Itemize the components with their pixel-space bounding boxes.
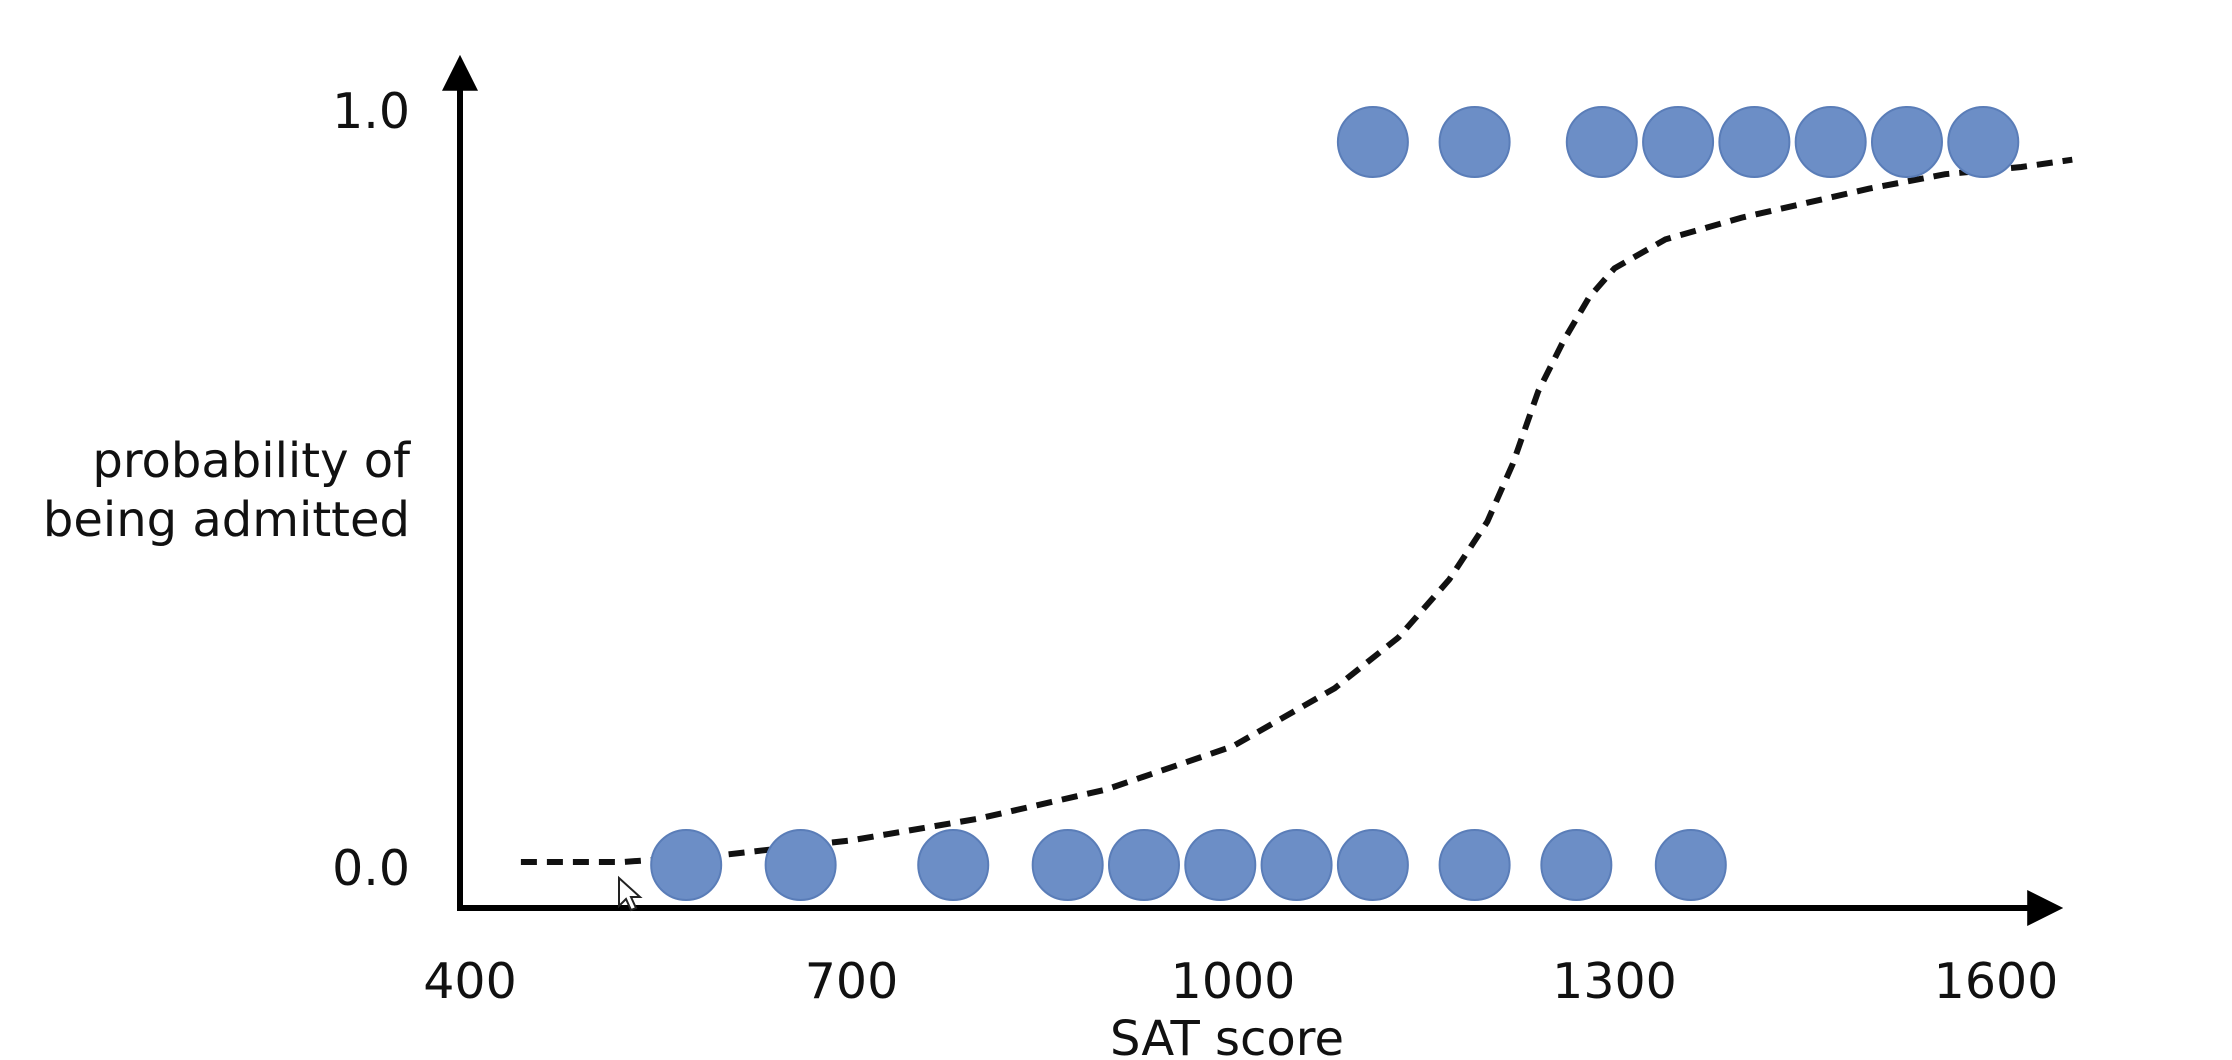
y-tick-label: 0.0	[332, 840, 410, 897]
x-tick-label: 1300	[1552, 953, 1677, 1010]
mouse-cursor-icon	[618, 875, 643, 912]
data-point-admitted	[1947, 106, 2020, 178]
data-point-not-admitted	[650, 829, 723, 901]
y-tick-labels: 0.0 1.0	[332, 83, 410, 897]
y-axis-title-line-2: being admitted	[43, 492, 410, 548]
data-point-not-admitted	[1654, 829, 1727, 901]
data-point-admitted	[1438, 106, 1511, 178]
data-point-admitted	[1718, 106, 1791, 178]
data-point-not-admitted	[764, 829, 837, 901]
data-point-not-admitted	[917, 829, 990, 901]
data-point-not-admitted	[1260, 829, 1333, 901]
data-point-not-admitted	[1540, 829, 1613, 901]
data-point-not-admitted	[1336, 829, 1409, 901]
y-axis-title-line-1: probability of	[92, 433, 411, 489]
x-tick-label: 700	[805, 953, 899, 1010]
data-point-not-admitted	[1438, 829, 1511, 901]
data-point-not-admitted	[1184, 829, 1257, 901]
logistic-curve	[520, 156, 2073, 865]
x-tick-label: 400	[423, 953, 517, 1010]
data-point-not-admitted	[1031, 829, 1104, 901]
x-tick-labels: 400 700 1000 1300 1600	[423, 953, 2058, 1010]
data-point-admitted	[1870, 106, 1943, 178]
data-point-admitted	[1794, 106, 1867, 178]
x-tick-label: 1600	[1934, 953, 2059, 1010]
data-point-not-admitted	[1107, 829, 1180, 901]
data-point-admitted	[1565, 106, 1638, 178]
data-points	[650, 106, 2020, 901]
x-axis-title: SAT score	[1110, 1011, 1344, 1060]
y-tick-label: 1.0	[332, 83, 410, 140]
x-tick-label: 1000	[1171, 953, 1296, 1010]
data-point-admitted	[1336, 106, 1409, 178]
data-point-admitted	[1642, 106, 1715, 178]
